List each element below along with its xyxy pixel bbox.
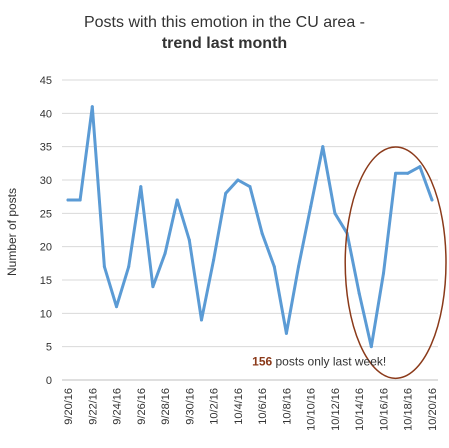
data-point — [369, 345, 373, 349]
data-point — [127, 265, 131, 269]
y-tick-label: 40 — [40, 108, 52, 120]
y-tick-label: 35 — [40, 142, 52, 154]
data-point — [90, 105, 94, 109]
x-tick-labels: 9/20/16 9/22/16 9/24/16 9/26/16 9/28/16 9/30/… — [63, 388, 439, 431]
y-tick-label: 20 — [40, 242, 52, 254]
data-point — [151, 285, 155, 289]
x-tick-label: 10/16/16 — [378, 388, 390, 431]
data-point — [102, 265, 106, 269]
y-tick-label: 30 — [40, 175, 52, 187]
y-tick-label: 15 — [40, 275, 52, 287]
data-point — [139, 185, 143, 189]
data-point — [272, 265, 276, 269]
x-tick-label: 10/4/16 — [233, 388, 245, 425]
data-point — [406, 171, 410, 175]
data-point — [163, 251, 167, 255]
y-tick-label: 5 — [46, 342, 52, 354]
x-tick-label: 10/6/16 — [257, 388, 269, 425]
data-point — [260, 231, 264, 235]
data-point — [430, 198, 434, 202]
x-tick-label: 10/8/16 — [281, 388, 293, 425]
series-line — [66, 105, 434, 349]
y-tick-label: 45 — [40, 75, 52, 87]
data-point — [66, 198, 70, 202]
data-point — [394, 171, 398, 175]
highlight-ellipse — [344, 146, 447, 380]
annotation-text: 156 posts only last week! — [252, 354, 386, 368]
data-point — [297, 265, 301, 269]
x-tick-label: 10/20/16 — [427, 388, 439, 431]
data-point — [224, 191, 228, 195]
data-point — [212, 258, 216, 262]
x-tick-label: 10/12/16 — [330, 388, 342, 431]
data-point — [381, 271, 385, 275]
data-point — [175, 198, 179, 202]
data-point — [78, 198, 82, 202]
data-point — [187, 238, 191, 242]
y-axis-label: Number of posts — [5, 188, 19, 276]
data-point — [236, 178, 240, 182]
x-tick-label: 10/14/16 — [354, 388, 366, 431]
x-tick-label: 9/22/16 — [87, 388, 99, 425]
data-point — [115, 305, 119, 309]
x-tick-label: 9/24/16 — [112, 388, 124, 425]
y-tick-label: 25 — [40, 208, 52, 220]
annotation-body: posts only last week! — [272, 354, 386, 368]
y-tick-label: 0 — [46, 375, 52, 387]
data-point — [248, 185, 252, 189]
data-point — [321, 145, 325, 149]
annotation-layer: 156 posts only last week! — [252, 146, 447, 380]
y-tick-labels: 0 5 10 15 20 25 30 35 40 45 — [40, 75, 52, 387]
x-tick-label: 10/18/16 — [403, 388, 415, 431]
y-tick-label: 10 — [40, 308, 52, 320]
grid-lines — [62, 79, 438, 381]
x-tick-label: 10/2/16 — [209, 388, 221, 425]
chart-title-block: Posts with this emotion in the CU area -… — [0, 12, 449, 54]
chart-title: Posts with this emotion in the CU area - — [83, 14, 365, 31]
chart-subtitle: trend last month — [161, 35, 288, 52]
data-point — [418, 165, 422, 169]
data-point — [357, 291, 361, 295]
annotation-highlight: 156 — [252, 354, 272, 368]
data-point — [199, 318, 203, 322]
data-point — [333, 211, 337, 215]
x-tick-label: 9/30/16 — [184, 388, 196, 425]
series-layer — [66, 105, 434, 349]
x-tick-label: 10/10/16 — [306, 388, 318, 431]
x-tick-label: 9/28/16 — [160, 388, 172, 425]
data-point — [309, 205, 313, 209]
x-tick-label: 9/26/16 — [136, 388, 148, 425]
x-tick-label: 9/20/16 — [63, 388, 75, 425]
data-point — [284, 331, 288, 335]
